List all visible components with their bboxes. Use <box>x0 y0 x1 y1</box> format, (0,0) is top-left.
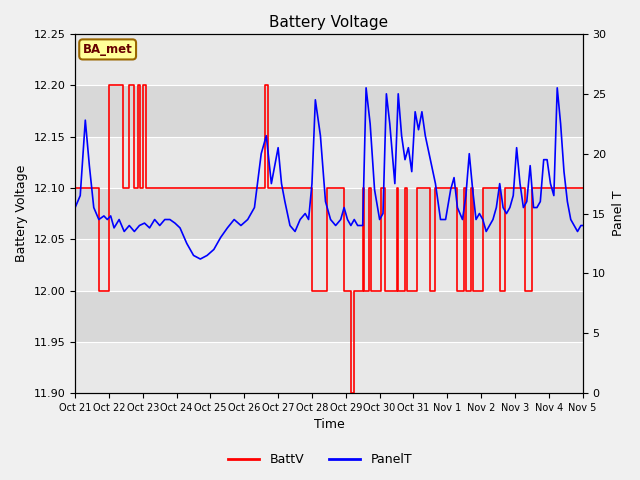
Title: Battery Voltage: Battery Voltage <box>269 15 388 30</box>
Text: BA_met: BA_met <box>83 43 132 56</box>
Bar <box>75 85 582 137</box>
Bar <box>75 342 582 393</box>
Y-axis label: Battery Voltage: Battery Voltage <box>15 165 28 262</box>
Bar <box>75 188 582 239</box>
Bar <box>75 137 582 188</box>
Bar <box>75 290 582 342</box>
X-axis label: Time: Time <box>314 419 344 432</box>
Y-axis label: Panel T: Panel T <box>612 191 625 236</box>
Legend: BattV, PanelT: BattV, PanelT <box>223 448 417 471</box>
Bar <box>75 239 582 290</box>
Bar <box>75 34 582 85</box>
